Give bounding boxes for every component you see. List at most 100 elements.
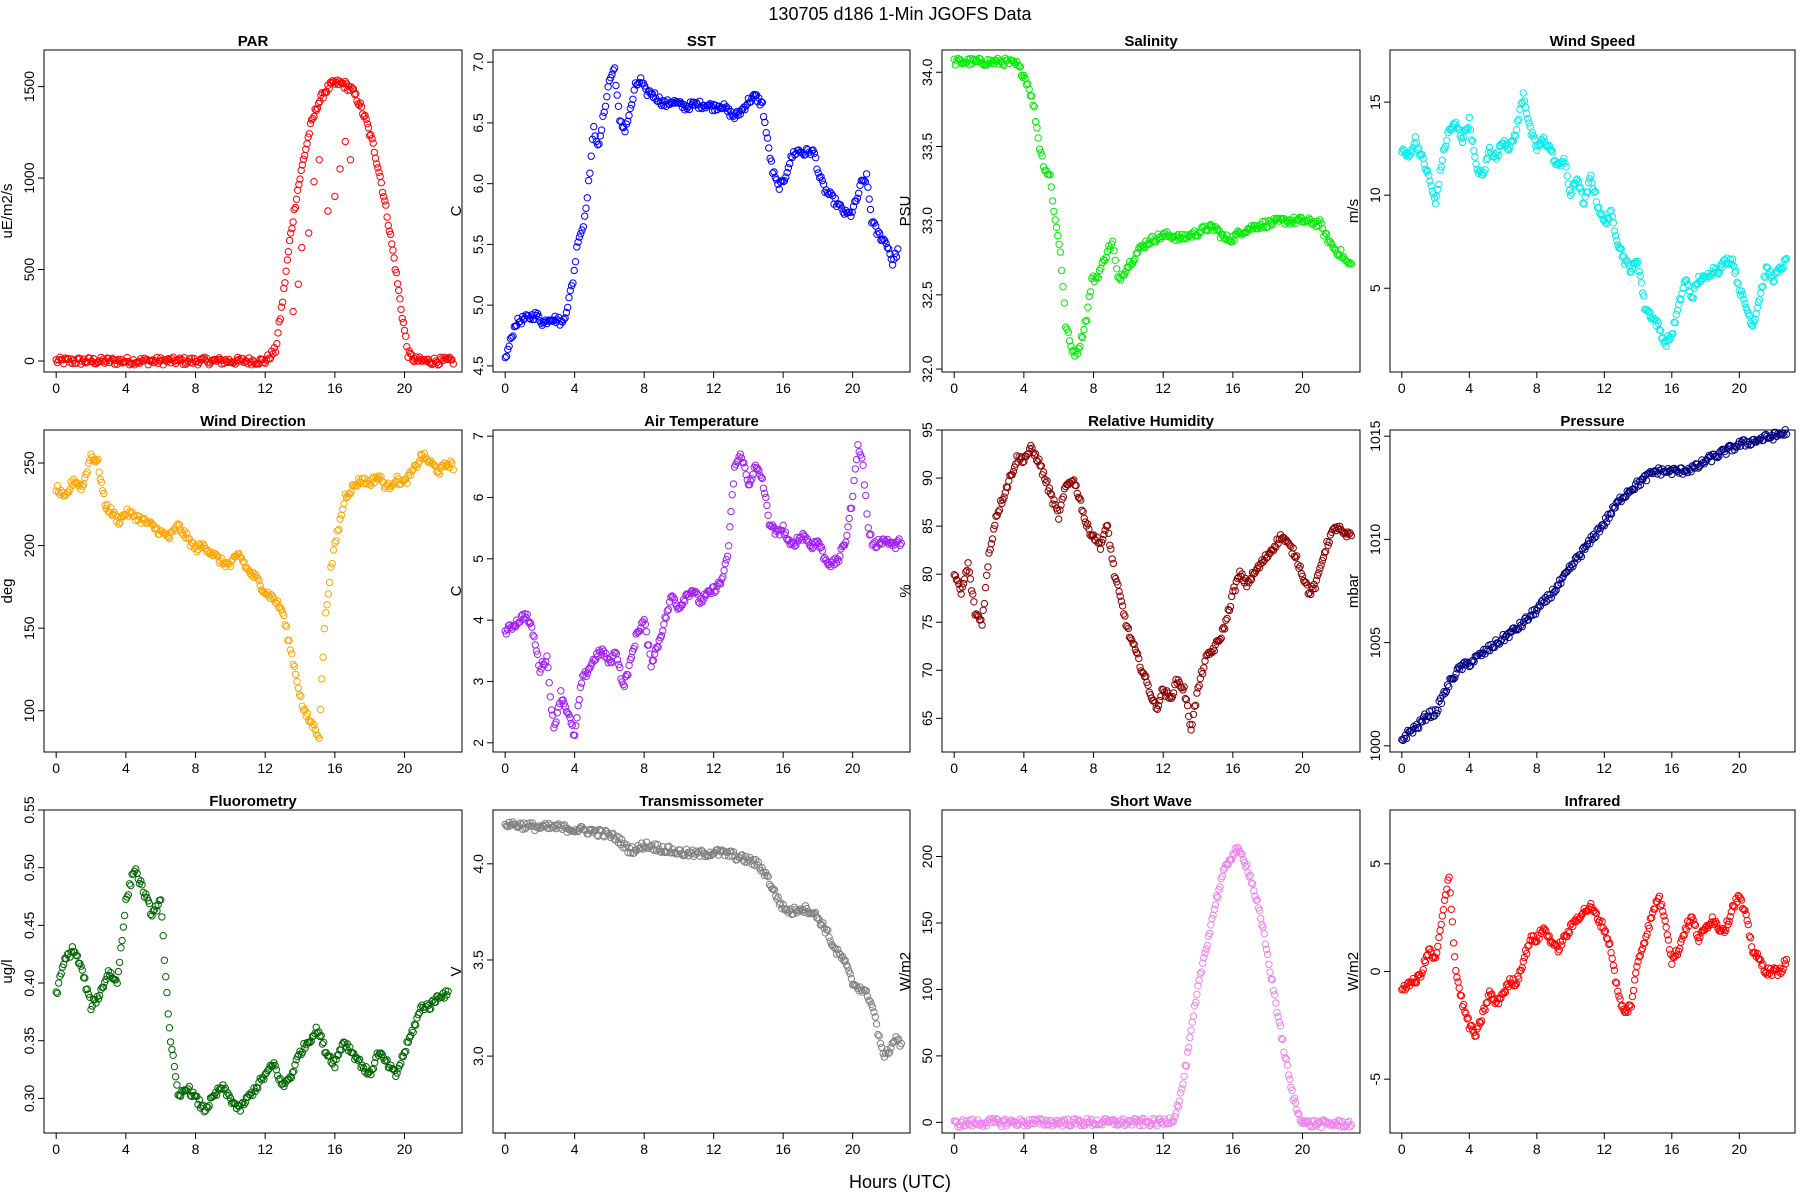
data-point — [409, 1028, 417, 1037]
data-point — [1782, 430, 1791, 438]
data-point — [972, 610, 980, 618]
data-point — [1655, 892, 1664, 900]
data-point — [1068, 477, 1077, 485]
data-point — [1154, 701, 1163, 710]
data-point — [892, 253, 901, 261]
data-point — [400, 326, 409, 335]
data-point — [819, 919, 827, 927]
data-point — [1758, 283, 1766, 291]
data-point — [1047, 183, 1056, 191]
data-point — [1611, 232, 1620, 240]
data-point — [1216, 635, 1224, 644]
data-point — [158, 913, 166, 921]
data-point — [340, 499, 348, 508]
data-point — [1051, 216, 1059, 224]
y-tick-label: 0.30 — [21, 1085, 37, 1112]
data-point — [1451, 674, 1459, 682]
data-point — [661, 613, 669, 621]
y-tick-label: 0.45 — [21, 912, 37, 939]
data-point — [293, 677, 301, 686]
data-point — [1291, 553, 1300, 562]
data-point — [1454, 978, 1462, 986]
data-point — [995, 60, 1003, 68]
data-point — [227, 358, 236, 366]
data-point — [1636, 271, 1645, 280]
data-point — [1014, 61, 1022, 69]
data-point — [1446, 124, 1454, 133]
data-point — [1186, 1033, 1194, 1042]
data-point — [1078, 506, 1086, 514]
data-point — [560, 700, 568, 708]
data-point — [52, 988, 60, 996]
x-tick-label: 4 — [1020, 1141, 1028, 1157]
data-point — [1073, 350, 1082, 358]
data-point — [1610, 227, 1619, 235]
data-point — [1514, 117, 1522, 125]
data-point — [650, 89, 659, 97]
data-point — [716, 580, 725, 588]
y-tick-label: 0.40 — [21, 969, 37, 996]
data-point — [1187, 726, 1195, 734]
data-point — [1491, 150, 1499, 158]
data-point — [320, 624, 329, 633]
data-point — [1211, 901, 1220, 909]
data-point — [414, 1010, 422, 1019]
data-point — [1399, 145, 1407, 153]
data-point — [1343, 1119, 1352, 1127]
data-point — [547, 706, 556, 714]
data-point — [1194, 982, 1202, 990]
data-point — [429, 460, 437, 468]
data-point — [1205, 929, 1214, 937]
data-point — [762, 493, 770, 502]
data-point — [294, 186, 302, 195]
data-point — [1109, 237, 1117, 245]
data-point — [599, 647, 608, 655]
data-point — [1334, 1116, 1343, 1125]
data-point — [1116, 592, 1124, 600]
data-point — [1321, 229, 1329, 237]
data-point — [1247, 879, 1256, 887]
data-point — [413, 463, 421, 471]
data-point — [723, 552, 732, 560]
data-point — [1438, 156, 1447, 164]
data-point — [678, 601, 687, 609]
data-point — [627, 101, 636, 109]
x-tick-label: 0 — [52, 1141, 60, 1157]
data-point — [399, 477, 407, 485]
data-point — [165, 1024, 174, 1032]
y-axis-label: W/m2 — [1345, 952, 1362, 991]
x-tick-label: 8 — [1533, 1141, 1541, 1157]
data-point — [809, 543, 817, 552]
data-point — [386, 230, 395, 239]
data-point — [990, 1117, 998, 1125]
data-point — [962, 568, 970, 576]
y-axis-label: V — [448, 966, 465, 976]
data-point — [1737, 896, 1746, 904]
data-point — [1713, 919, 1721, 928]
data-point — [1052, 223, 1061, 232]
data-point — [1574, 555, 1582, 563]
data-point — [1190, 702, 1199, 710]
data-point — [1472, 160, 1480, 168]
data-point — [1779, 965, 1787, 973]
data-point — [272, 1066, 281, 1074]
data-point — [565, 710, 573, 719]
data-point — [1580, 200, 1588, 208]
data-point — [324, 590, 332, 598]
y-tick-label: 0 — [1367, 967, 1383, 975]
data-point — [1500, 137, 1508, 145]
data-point — [1581, 193, 1589, 201]
data-point — [1745, 932, 1754, 940]
data-point — [1255, 564, 1264, 572]
data-point — [1055, 240, 1063, 249]
data-point — [430, 461, 439, 469]
data-point — [776, 531, 784, 539]
data-point — [1118, 270, 1126, 278]
data-point — [778, 905, 786, 913]
data-point — [722, 103, 731, 111]
data-point — [1164, 1119, 1173, 1127]
data-point — [762, 129, 770, 137]
data-point — [104, 354, 113, 363]
data-point — [318, 675, 326, 683]
data-point — [642, 628, 651, 636]
